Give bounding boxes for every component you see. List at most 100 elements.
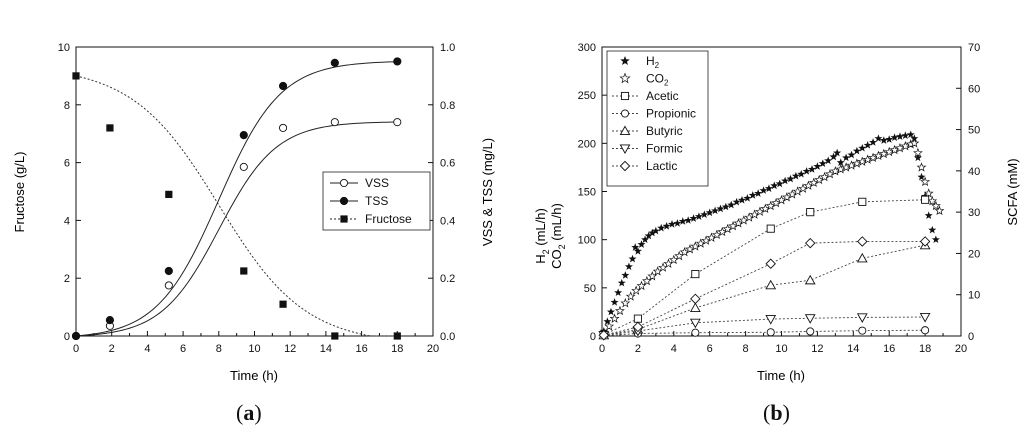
chart-b-legend-marker-h2 xyxy=(620,56,630,66)
chart-b-point-co2-46 xyxy=(846,160,857,170)
chart-b-ylabel-co2: CO2 (mL/h) xyxy=(549,203,567,269)
chart-b-y2label: SCFA (mM) xyxy=(1005,158,1020,225)
chart-b-point-co2-29 xyxy=(755,206,765,216)
caption-a-letter: a xyxy=(243,400,255,425)
chart-b-ytick-label-2: 100 xyxy=(578,235,596,247)
chart-b-point-co2-51 xyxy=(873,150,884,161)
chart-a-y2tick-label-0: 0.0 xyxy=(440,331,455,343)
chart-b-point-h2-12 xyxy=(641,235,650,244)
chart-a-point-fructose-3 xyxy=(240,267,248,275)
chart-b-ytick-label-6: 300 xyxy=(578,42,596,54)
chart-b-line-butyric xyxy=(603,244,926,336)
chart-a-point-fructose-6 xyxy=(393,332,401,340)
chart-b-point-co2-20 xyxy=(706,232,717,242)
chart-b-point-co2-16 xyxy=(685,244,695,254)
chart-b-point-h2-3 xyxy=(610,298,619,306)
chart-a-point-vss-5 xyxy=(330,118,339,127)
chart-b-point-co2-19 xyxy=(701,235,712,245)
chart-b-point-formic-6 xyxy=(919,312,931,323)
chart-b-y2tick-label-7: 70 xyxy=(968,42,980,54)
chart-b-point-h2-9 xyxy=(631,243,640,251)
chart-b-xtick-label-3: 6 xyxy=(707,343,713,355)
chart-b-point-h2-40 xyxy=(786,174,795,183)
chart-b-legend-label-co2: CO2 xyxy=(646,72,669,88)
chart-b-point-h2-55 xyxy=(863,141,872,149)
chart-b-point-formic-4 xyxy=(804,314,816,324)
chart-a-fit-fructose xyxy=(75,75,398,337)
chart-b-line-propionic xyxy=(603,329,926,337)
chart-a-point-fructose-4 xyxy=(279,300,287,308)
chart-b-point-h2-70 xyxy=(931,235,940,244)
chart-b-point-h2-56 xyxy=(869,138,878,146)
chart-a-legend-label-fructose: Fructose xyxy=(365,212,412,226)
chart-b-point-h2-11 xyxy=(637,240,646,248)
chart-b-point-h2-32 xyxy=(743,194,752,202)
chart-b-point-h2-48 xyxy=(829,152,838,161)
chart-b-point-h2-27 xyxy=(716,204,725,213)
chart-b-point-co2-25 xyxy=(733,218,744,228)
chart-b-point-co2-64 xyxy=(930,200,941,211)
chart-b-point-h2-21 xyxy=(684,216,693,224)
chart-b-point-h2-29 xyxy=(727,200,736,209)
chart-a-ticks: 0 2 4 6 8 10 12 14 16 18 20 0 2 4 6 8 10 0.0 0.2 0.4 0.6 0.8 1… xyxy=(58,42,456,355)
chart-b: 0 2 4 6 8 10 12 14 16 18 2005010015020025030001020… xyxy=(533,42,1020,383)
chart-b-legend-label-base-h2: H xyxy=(646,54,655,68)
chart-a-point-vss-6 xyxy=(393,118,402,127)
chart-b-point-co2-38 xyxy=(803,180,814,190)
chart-b-legend-label-base-propionic: Propionic xyxy=(646,107,696,121)
chart-b-legend-marker-co2 xyxy=(619,72,631,84)
chart-b-point-co2-32 xyxy=(771,197,782,208)
chart-a-point-vss-3 xyxy=(239,162,248,171)
chart-b-point-co2-33 xyxy=(776,194,787,205)
chart-b-point-co2-22 xyxy=(717,226,728,237)
chart-b-point-co2-24 xyxy=(728,220,738,231)
chart-b-point-lactic-6 xyxy=(919,236,931,247)
chart-b-point-co2-62 xyxy=(923,188,934,198)
chart-b-y2tick-label-0: 0 xyxy=(968,331,974,343)
chart-b-xtick-label-7: 14 xyxy=(847,343,859,355)
chart-b-ylabel-co2-unit: (mL/h) xyxy=(549,203,564,244)
chart-b-point-h2-19 xyxy=(673,219,682,227)
chart-b-ylabel-h2-unit: (mL/h) xyxy=(533,208,548,249)
chart-a-xtick-label-0: 0 xyxy=(73,343,79,355)
chart-a-legend-marker-fructose xyxy=(340,215,348,223)
chart-b-point-co2-60 xyxy=(916,162,927,172)
chart-b-legend-label-acetic: Acetic xyxy=(646,89,679,103)
chart-b-xtick-label-1: 2 xyxy=(635,343,641,355)
chart-b-legend-label-base-acetic: Acetic xyxy=(646,89,679,103)
chart-a-point-vss-2 xyxy=(164,281,173,290)
chart-a-point-fructose-2 xyxy=(165,190,173,198)
chart-b-point-propionic-5 xyxy=(858,326,867,335)
chart-b-point-co2-27 xyxy=(744,212,755,222)
chart-b-point-co2-3 xyxy=(615,305,625,316)
chart-b-legend-label-base-butyric: Butyric xyxy=(646,124,683,138)
chart-b-point-co2-42 xyxy=(825,168,835,179)
chart-a-xtick-label-3: 6 xyxy=(180,343,186,355)
chart-b-y2tick-label-6: 60 xyxy=(968,83,980,95)
chart-b-point-formic-5 xyxy=(856,313,868,323)
chart-b-point-h2-26 xyxy=(711,206,720,215)
chart-b-ytick-label-0: 0 xyxy=(590,331,596,343)
chart-a-point-tss-6 xyxy=(393,57,402,66)
chart-a-y2label: VSS & TSS (mg/L) xyxy=(480,138,495,246)
chart-a-ytick-label-1: 2 xyxy=(64,273,70,285)
chart-b-point-co2-41 xyxy=(819,171,830,182)
chart-b-point-h2-46 xyxy=(818,159,827,167)
chart-b-xlabel: Time (h) xyxy=(757,368,805,383)
chart-b-point-co2-28 xyxy=(749,209,760,219)
chart-b-point-co2-50 xyxy=(868,152,878,162)
chart-b-point-h2-33 xyxy=(748,191,757,199)
chart-b-point-acetic-3 xyxy=(766,224,775,233)
chart-b-point-h2-2 xyxy=(606,307,615,316)
chart-b-y2tick-label-2: 20 xyxy=(968,248,980,260)
chart-b-point-co2-44 xyxy=(835,164,846,174)
chart-b-point-co2-8 xyxy=(641,275,652,286)
chart-b-y2tick-label-3: 30 xyxy=(968,207,980,219)
chart-a-xtick-label-4: 8 xyxy=(216,343,222,355)
chart-b-point-h2-65 xyxy=(913,153,922,162)
chart-b-point-h2-66 xyxy=(917,172,926,181)
chart-b-point-propionic-2 xyxy=(691,328,700,337)
chart-b-point-co2-45 xyxy=(841,162,852,172)
